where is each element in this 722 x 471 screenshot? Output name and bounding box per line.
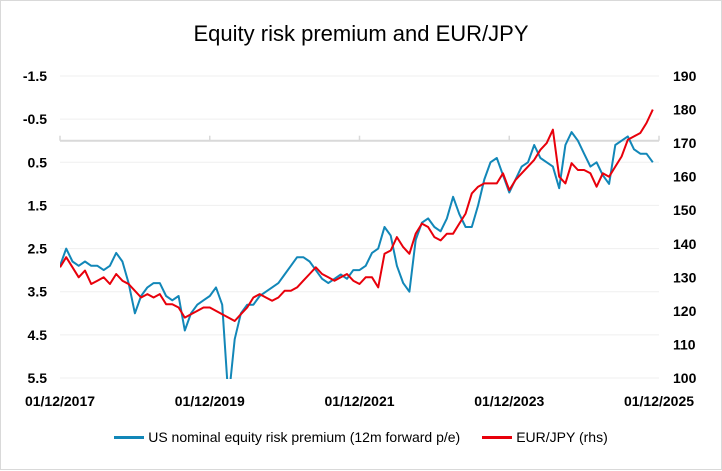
legend-swatch-erp <box>114 435 145 439</box>
x-tick-label: 01/12/2025 <box>624 393 694 409</box>
y-right-tick-label: 180 <box>673 102 697 118</box>
x-tick-label: 01/12/2019 <box>175 393 245 409</box>
y-right-tick-label: 190 <box>673 68 697 84</box>
legend: US nominal equity risk premium (12m forw… <box>1 429 721 445</box>
y-right-tick-label: 150 <box>673 202 697 218</box>
series-line-eurjpy <box>60 109 654 322</box>
legend-label-eurjpy: EUR/JPY (rhs) <box>516 429 608 445</box>
y-left-tick-label: 0.5 <box>28 154 48 170</box>
legend-item-erp: US nominal equity risk premium (12m forw… <box>114 429 460 445</box>
y-left-tick-label: -0.5 <box>23 111 47 127</box>
legend-label-erp: US nominal equity risk premium (12m forw… <box>148 429 461 445</box>
y-right-tick-label: 160 <box>673 169 697 185</box>
legend-swatch-eurjpy <box>482 435 513 439</box>
y-right-tick-label: 120 <box>673 303 697 319</box>
y-left-tick-label: 3.5 <box>28 284 48 300</box>
y-right-tick-label: 100 <box>673 370 697 386</box>
y-left-tick-label: -1.5 <box>23 68 47 84</box>
y-right-tick-label: 130 <box>673 269 697 285</box>
legend-item-eurjpy: EUR/JPY (rhs) <box>482 429 608 445</box>
y-right-tick-label: 110 <box>673 336 696 352</box>
y-left-tick-label: 5.5 <box>28 370 48 386</box>
y-left-tick-label: 2.5 <box>28 241 48 257</box>
x-tick-label: 01/12/2021 <box>324 393 394 409</box>
x-tick-label: 01/12/2017 <box>25 393 95 409</box>
y-left-tick-label: 4.5 <box>28 327 48 343</box>
x-tick-label: 01/12/2023 <box>474 393 544 409</box>
y-left-tick-label: 1.5 <box>28 197 48 213</box>
y-right-tick-label: 140 <box>673 236 697 252</box>
y-right-tick-label: 170 <box>673 135 697 151</box>
chart-title: Equity risk premium and EUR/JPY <box>193 21 529 46</box>
series-line-erp <box>60 131 654 379</box>
